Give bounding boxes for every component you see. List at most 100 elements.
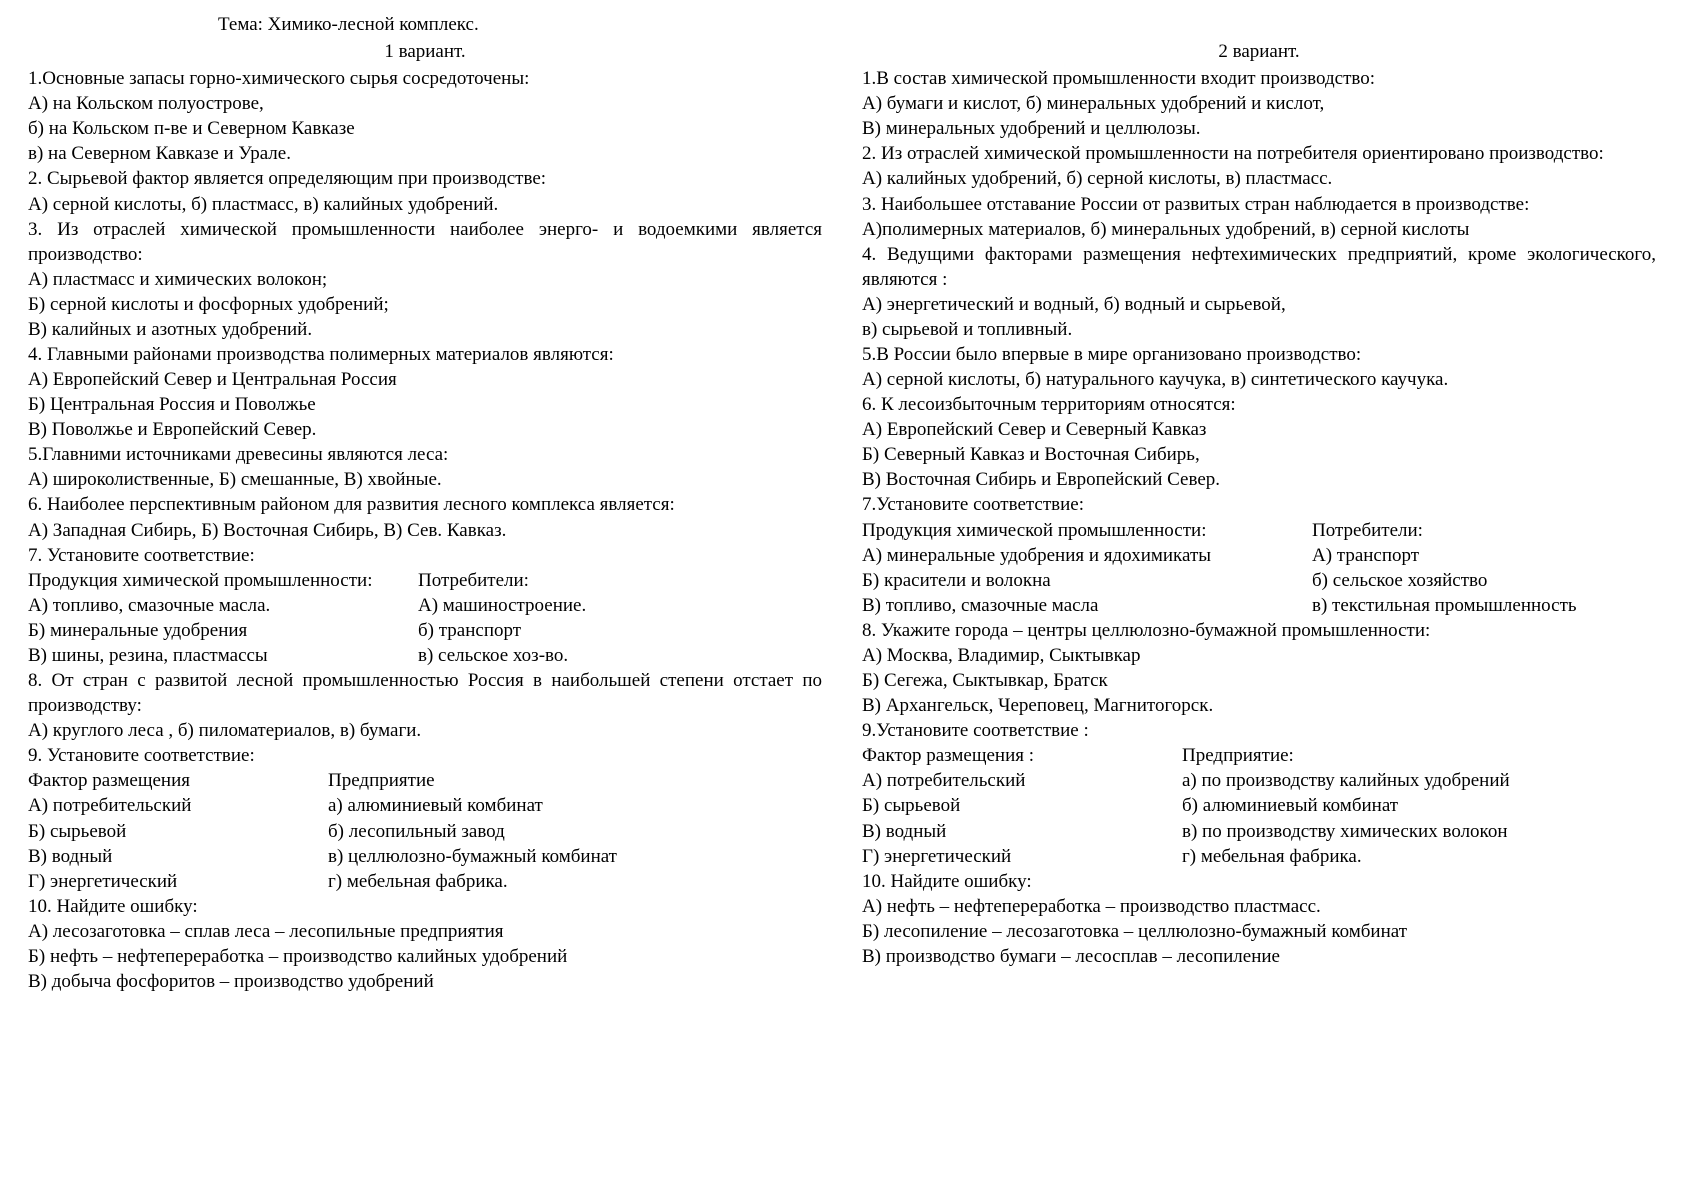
match-right: а) алюминиевый комбинат	[328, 793, 822, 818]
match-row: Г) энергетическийг) мебельная фабрика.	[862, 844, 1656, 869]
text-line: в) на Северном Кавказе и Урале.	[28, 141, 822, 166]
match-row: А) потребительскийа) по производству кал…	[862, 768, 1656, 793]
v1-q3-rest: А) пластмасс и химических волокон;Б) сер…	[28, 267, 822, 493]
match-right: в) текстильная промышленность	[1312, 593, 1656, 618]
match-row: Б) сырьевойб) алюминиевый комбинат	[862, 793, 1656, 818]
text-line: А) Европейский Север и Северный Кавказ	[862, 417, 1656, 442]
v1-q10: 10. Найдите ошибку:А) лесозаготовка – сп…	[28, 894, 822, 994]
v2-q3-rest: А)полимерных материалов, б) минеральных …	[862, 217, 1656, 242]
text-line: 5.Главними источниками древесины являютс…	[28, 442, 822, 467]
text-line: 9. Установите соответствие:	[28, 743, 822, 768]
match-right: Потребители:	[1312, 518, 1656, 543]
match-left: Г) энергетический	[28, 869, 328, 894]
match-row: В) шины, резина, пластмассыв) сельское х…	[28, 643, 822, 668]
text-line: 1.В состав химической промышленности вхо…	[862, 66, 1656, 91]
match-left: Б) сырьевой	[862, 793, 1182, 818]
v2-q2: 2. Из отраслей химической промышленности…	[862, 141, 1656, 166]
match-right: в) по производству химических волокон	[1182, 819, 1656, 844]
match-right: А) машиностроение.	[418, 593, 822, 618]
match-right: б) сельское хозяйство	[1312, 568, 1656, 593]
match-right: Предприятие:	[1182, 743, 1656, 768]
text-line: В) калийных и азотных удобрений.	[28, 317, 822, 342]
match-left: Продукция химической промышленности:	[862, 518, 1312, 543]
match-right: Предприятие	[328, 768, 822, 793]
match-row: В) топливо, смазочные маслав) текстильна…	[862, 593, 1656, 618]
match-left: Б) сырьевой	[28, 819, 328, 844]
match-right: г) мебельная фабрика.	[328, 869, 822, 894]
text-line: Б) нефть – нефтепереработка – производст…	[28, 944, 822, 969]
columns-container: 1 вариант. 1.Основные запасы горно-химич…	[28, 39, 1656, 994]
match-left: В) шины, резина, пластмассы	[28, 643, 418, 668]
v2-q2-rest: А) калийных удобрений, б) серной кислоты…	[862, 166, 1656, 191]
match-left: Б) минеральные удобрения	[28, 618, 418, 643]
match-right: в) сельское хоз-во.	[418, 643, 822, 668]
v2-q4: 4. Ведущими факторами размещения нефтехи…	[862, 242, 1656, 292]
match-right: в) целлюлозно-бумажный комбинат	[328, 844, 822, 869]
text-line: А) серной кислоты, б) пластмасс, в) кали…	[28, 192, 822, 217]
text-line: Б) лесопиление – лесозаготовка – целлюло…	[862, 919, 1656, 944]
variant-2: 2 вариант. 1.В состав химической промышл…	[862, 39, 1656, 994]
match-left: Фактор размещения	[28, 768, 328, 793]
text-line: 7.Установите соответствие:	[862, 492, 1656, 517]
text-line: 5.В России было впервые в мире организов…	[862, 342, 1656, 367]
text-line: А) нефть – нефтепереработка – производст…	[862, 894, 1656, 919]
text-line: А) Западная Сибирь, Б) Восточная Сибирь,…	[28, 518, 822, 543]
text-line: 8. Укажите города – центры целлюлозно-бу…	[862, 618, 1656, 643]
match-left: Б) красители и волокна	[862, 568, 1312, 593]
text-line: 4. Главными районами производства полиме…	[28, 342, 822, 367]
v2-block1: 1.В состав химической промышленности вхо…	[862, 66, 1656, 141]
text-line: 10. Найдите ошибку:	[862, 869, 1656, 894]
text-line: А) пластмасс и химических волокон;	[28, 267, 822, 292]
match-left: А) потребительский	[862, 768, 1182, 793]
text-line: А) Европейский Север и Центральная Росси…	[28, 367, 822, 392]
match-row: А) минеральные удобрения и ядохимикатыА)…	[862, 543, 1656, 568]
match-row: Б) сырьевойб) лесопильный завод	[28, 819, 822, 844]
text-line: А) бумаги и кислот, б) минеральных удобр…	[862, 91, 1656, 116]
text-line: А) калийных удобрений, б) серной кислоты…	[862, 166, 1656, 191]
v2-q8: 8. Укажите города – центры целлюлозно-бу…	[862, 618, 1656, 743]
v1-match7: Продукция химической промышленности:Потр…	[28, 568, 822, 668]
text-line: 1.Основные запасы горно-химического сырь…	[28, 66, 822, 91]
match-row: А) потребительскийа) алюминиевый комбина…	[28, 793, 822, 818]
text-line: Б) серной кислоты и фосфорных удобрений;	[28, 292, 822, 317]
text-line: б) на Кольском п-ве и Северном Кавказе	[28, 116, 822, 141]
text-line: 2. Сырьевой фактор является определяющим…	[28, 166, 822, 191]
v1-q8: 8. От стран с развитой лесной промышленн…	[28, 668, 822, 718]
v2-match9: Фактор размещения :Предприятие:А) потреб…	[862, 743, 1656, 868]
text-line: А) круглого леса , б) пиломатериалов, в)…	[28, 718, 822, 743]
text-line: А) лесозаготовка – сплав леса – лесопиль…	[28, 919, 822, 944]
match-row: В) водныйв) по производству химических в…	[862, 819, 1656, 844]
text-line: Б) Сегежа, Сыктывкар, Братск	[862, 668, 1656, 693]
match-right: А) транспорт	[1312, 543, 1656, 568]
match-left: А) потребительский	[28, 793, 328, 818]
text-line: А) энергетический и водный, б) водный и …	[862, 292, 1656, 317]
v1-match9: Фактор размещенияПредприятиеА) потребите…	[28, 768, 822, 893]
match-row: Г) энергетическийг) мебельная фабрика.	[28, 869, 822, 894]
match-left: А) топливо, смазочные масла.	[28, 593, 418, 618]
text-line: Б) Центральная Россия и Поволжье	[28, 392, 822, 417]
text-line: В) Поволжье и Европейский Север.	[28, 417, 822, 442]
text-line: В) Восточная Сибирь и Европейский Север.	[862, 467, 1656, 492]
match-right: б) транспорт	[418, 618, 822, 643]
text-line: В) минеральных удобрений и целлюлозы.	[862, 116, 1656, 141]
v2-q3: 3. Наибольшее отставание России от разви…	[862, 192, 1656, 217]
match-right: а) по производству калийных удобрений	[1182, 768, 1656, 793]
text-line: А) серной кислоты, б) натурального каучу…	[862, 367, 1656, 392]
text-line: А) на Кольском полуострове,	[28, 91, 822, 116]
text-line: 7. Установите соответствие:	[28, 543, 822, 568]
match-left: Фактор размещения :	[862, 743, 1182, 768]
match-left: В) топливо, смазочные масла	[862, 593, 1312, 618]
text-line: А) Москва, Владимир, Сыктывкар	[862, 643, 1656, 668]
text-line: Б) Северный Кавказ и Восточная Сибирь,	[862, 442, 1656, 467]
text-line: В) добыча фосфоритов – производство удоб…	[28, 969, 822, 994]
match-row: Продукция химической промышленности:Потр…	[862, 518, 1656, 543]
text-line: А)полимерных материалов, б) минеральных …	[862, 217, 1656, 242]
v1-q8-rest: А) круглого леса , б) пиломатериалов, в)…	[28, 718, 822, 768]
text-line: 10. Найдите ошибку:	[28, 894, 822, 919]
v1-block1: 1.Основные запасы горно-химического сырь…	[28, 66, 822, 216]
match-row: Фактор размещенияПредприятие	[28, 768, 822, 793]
match-row: В) водныйв) целлюлозно-бумажный комбинат	[28, 844, 822, 869]
v2-q4-rest: А) энергетический и водный, б) водный и …	[862, 292, 1656, 518]
match-right: б) алюминиевый комбинат	[1182, 793, 1656, 818]
text-line: В) производство бумаги – лесосплав – лес…	[862, 944, 1656, 969]
